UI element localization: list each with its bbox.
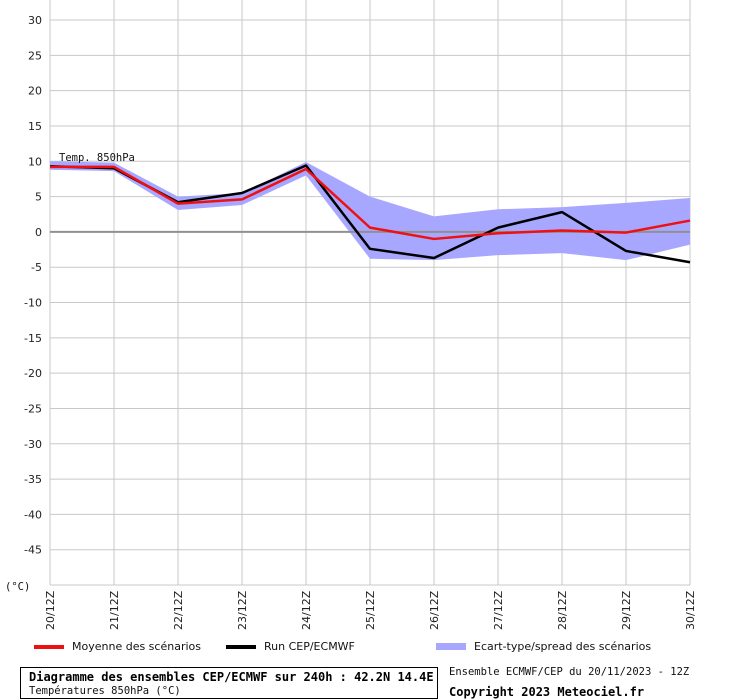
x-tick-label: 22/12Z	[172, 590, 185, 630]
legend-swatch-mean	[34, 644, 64, 649]
x-tick-label: 28/12Z	[556, 590, 569, 630]
legend-item-run: Run CEP/ECMWF	[226, 640, 355, 653]
y-tick-label: -10	[24, 297, 42, 310]
x-tick-label: 25/12Z	[364, 590, 377, 630]
spread-band	[50, 161, 690, 261]
series-annotation: Temp. 850hPa	[59, 152, 135, 164]
chart-subtitle: Températures 850hPa (°C)	[29, 685, 181, 697]
legend-item-mean: Moyenne des scénarios	[34, 640, 201, 653]
chart: 30 25 20 15 10 5 0 -5 -10 -15 -20 -25 -30 -35 -40 -45 2…	[5, 0, 697, 630]
x-tick-labels: 20/12Z 21/12Z 22/12Z 23/12Z 24/12Z 25/12Z 26/1…	[44, 590, 697, 630]
ensemble-credit: Ensemble ECMWF/CEP du 20/11/2023 - 12Z	[449, 666, 690, 678]
y-tick-label: -20	[24, 367, 42, 380]
y-tick-label: -35	[24, 473, 42, 486]
y-tick-label: 20	[28, 85, 42, 98]
y-tick-label: -15	[24, 332, 42, 345]
y-tick-label: 0	[35, 226, 42, 239]
y-axis-unit-label: (°C)	[5, 581, 30, 593]
x-tick-label: 30/12Z	[684, 590, 697, 630]
y-tick-label: 5	[35, 191, 42, 204]
legend-swatch-run	[226, 644, 256, 649]
x-tick-label: 26/12Z	[428, 590, 441, 630]
series-lines	[49, 164, 691, 264]
y-tick-label: 10	[28, 155, 42, 168]
x-tick-label: 24/12Z	[300, 590, 313, 630]
x-tick-label: 29/12Z	[620, 590, 633, 630]
mean-series-line	[50, 165, 691, 241]
y-tick-label: -30	[24, 438, 42, 451]
legend-item-spread: Ecart-type/spread des scénarios	[436, 640, 651, 653]
y-tick-label: 25	[28, 49, 42, 62]
x-tick-label: 21/12Z	[108, 590, 121, 630]
x-tick-label: 20/12Z	[44, 590, 57, 630]
y-tick-label: -45	[24, 544, 42, 557]
y-tick-label: 30	[28, 14, 42, 27]
x-tick-label: 27/12Z	[492, 590, 505, 630]
y-tick-label: -5	[31, 261, 42, 274]
legend-label-mean: Moyenne des scénarios	[72, 640, 201, 653]
y-tick-labels: 30 25 20 15 10 5 0 -5 -10 -15 -20 -25 -30 -35 -40 -45	[24, 14, 42, 557]
legend-label-run: Run CEP/ECMWF	[264, 640, 355, 653]
x-tick-label: 23/12Z	[236, 590, 249, 630]
legend-label-spread: Ecart-type/spread des scénarios	[474, 640, 652, 653]
legend-swatch-spread	[436, 643, 466, 650]
chart-title: Diagramme des ensembles CEP/ECMWF sur 24…	[29, 670, 434, 684]
y-tick-label: 15	[28, 120, 42, 133]
chart-info-box: Diagramme des ensembles CEP/ECMWF sur 24…	[20, 667, 438, 699]
chart-grid	[49, 0, 691, 586]
y-tick-label: -40	[24, 508, 42, 521]
copyright-credit: Copyright 2023 Meteociel.fr	[449, 685, 645, 699]
spread-area	[50, 161, 690, 261]
y-tick-label: -25	[24, 402, 42, 415]
